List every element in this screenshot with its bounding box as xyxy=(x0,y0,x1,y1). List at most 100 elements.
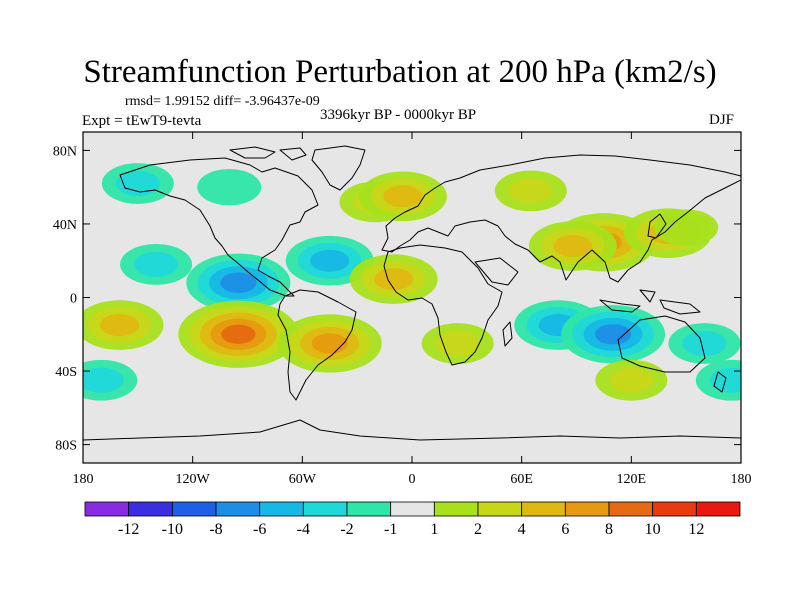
anomaly-center xyxy=(561,305,666,364)
colorbar-swatch xyxy=(564,501,610,517)
anomaly-center xyxy=(421,323,494,364)
anomaly-center xyxy=(654,209,719,246)
lon-tick-label: 180 xyxy=(73,472,94,487)
contour-fill xyxy=(709,367,741,393)
coast-eurasia xyxy=(381,154,741,283)
period-label: 3396kyr BP - 0000kyr BP xyxy=(320,107,477,123)
streamfunction-field xyxy=(83,163,741,401)
lat-tick-label: 0 xyxy=(70,292,77,307)
colorbar-swatch xyxy=(302,501,348,517)
contour-fill xyxy=(609,367,654,393)
colorbar-swatch xyxy=(171,501,217,517)
coastlines xyxy=(83,145,741,441)
anomaly-center xyxy=(595,359,668,401)
anomaly-center xyxy=(83,300,164,350)
contour-fill xyxy=(383,185,423,208)
coast-africa xyxy=(383,244,503,366)
colorbar-label: 8 xyxy=(605,521,613,538)
anomaly-center xyxy=(186,253,291,312)
anomaly-center xyxy=(528,221,617,271)
anomaly-center xyxy=(695,359,741,401)
colorbar-swatch xyxy=(477,501,523,517)
anomaly-center xyxy=(277,314,382,373)
colorbar-label: 6 xyxy=(561,521,569,538)
contour-fill xyxy=(508,178,553,204)
colorbar-swatch xyxy=(433,501,479,517)
coast-indonesia xyxy=(599,289,701,315)
lon-tick-label: 120E xyxy=(617,472,647,487)
lon-tick-label: 120W xyxy=(176,472,211,487)
coast-north-america xyxy=(119,157,319,297)
longitude-axis: 180 120W 60W 0 60E 120E 180 xyxy=(73,132,752,487)
colorbar-label: -6 xyxy=(253,521,266,538)
colorbar-label: 2 xyxy=(474,521,482,538)
lat-tick-label: 80S xyxy=(55,439,77,454)
anomaly-center xyxy=(83,359,138,401)
contour-fill xyxy=(310,249,350,272)
colorbar-label: 4 xyxy=(518,521,526,538)
colorbar-swatch xyxy=(608,501,654,517)
contour-fill xyxy=(435,330,480,357)
coast-new-zealand xyxy=(713,371,727,393)
colorbar: -12 -10 -8 -6 -4 -2 -1 1 2 4 6 8 10 12 xyxy=(84,501,741,538)
contour-fill xyxy=(594,324,632,345)
contour-fill xyxy=(654,209,719,246)
coast-greenland xyxy=(311,145,366,191)
contour-fill xyxy=(115,170,160,197)
contour-fill xyxy=(220,272,257,293)
coast-antarctica xyxy=(83,419,741,441)
colorbar-swatch xyxy=(259,501,304,517)
colorbar-label: -1 xyxy=(384,521,397,538)
contour-fill xyxy=(682,330,727,357)
anomaly-center xyxy=(197,168,262,206)
coast-japan xyxy=(647,213,667,239)
contour-fill xyxy=(221,324,256,344)
lat-tick-label: 80N xyxy=(53,144,77,159)
colorbar-label: -2 xyxy=(340,521,353,538)
anomaly-center xyxy=(101,163,174,204)
lon-tick-label: 60W xyxy=(289,472,317,487)
coast-south-america xyxy=(277,289,357,401)
anomaly-center xyxy=(668,323,741,364)
lon-tick-label: 60E xyxy=(510,472,533,487)
plot-title: Streamfunction Perturbation at 200 hPa (… xyxy=(83,54,717,90)
colorbar-swatch xyxy=(521,501,566,517)
contour-fill xyxy=(374,268,414,291)
anomaly-center xyxy=(120,244,193,285)
coast-arctic-islands xyxy=(229,146,307,161)
contour-fill xyxy=(311,333,348,354)
colorbar-swatch xyxy=(652,501,697,517)
lat-tick-label: 40N xyxy=(53,218,77,233)
coast-madagascar xyxy=(502,321,513,347)
anomaly-center xyxy=(178,300,299,368)
contour-fill xyxy=(83,367,124,393)
colorbar-swatch xyxy=(84,501,130,517)
anomaly-center xyxy=(494,170,567,212)
colorbar-label: 10 xyxy=(645,521,661,538)
coast-australia xyxy=(617,315,706,373)
colorbar-label: 12 xyxy=(688,521,704,538)
experiment-label: Expt = tEwT9-tevta xyxy=(82,113,202,129)
colorbar-swatch xyxy=(695,501,741,517)
lon-tick-label: 0 xyxy=(409,472,416,487)
contour-fill xyxy=(100,314,140,337)
colorbar-swatch xyxy=(215,501,261,517)
lat-tick-label: 40S xyxy=(55,365,77,380)
colorbar-label: -4 xyxy=(297,521,310,538)
contour-fill xyxy=(197,168,262,206)
colorbar-label: 1 xyxy=(430,521,438,538)
latitude-axis: 80N 40N 0 40S 80S xyxy=(53,144,741,454)
coast-arabia xyxy=(474,257,519,286)
colorbar-swatch xyxy=(128,501,173,517)
lon-tick-label: 180 xyxy=(731,472,752,487)
season-label: DJF xyxy=(709,112,735,128)
colorbar-swatch xyxy=(390,501,435,517)
colorbar-label: -10 xyxy=(162,521,183,538)
rmsd-label: rmsd= 1.99152 diff= -3.96437e-09 xyxy=(125,94,320,109)
colorbar-label: -12 xyxy=(118,521,139,538)
colorbar-label: -8 xyxy=(209,521,222,538)
contour-fill xyxy=(133,251,179,277)
contour-fill xyxy=(553,234,593,258)
anomaly-center xyxy=(349,254,438,304)
